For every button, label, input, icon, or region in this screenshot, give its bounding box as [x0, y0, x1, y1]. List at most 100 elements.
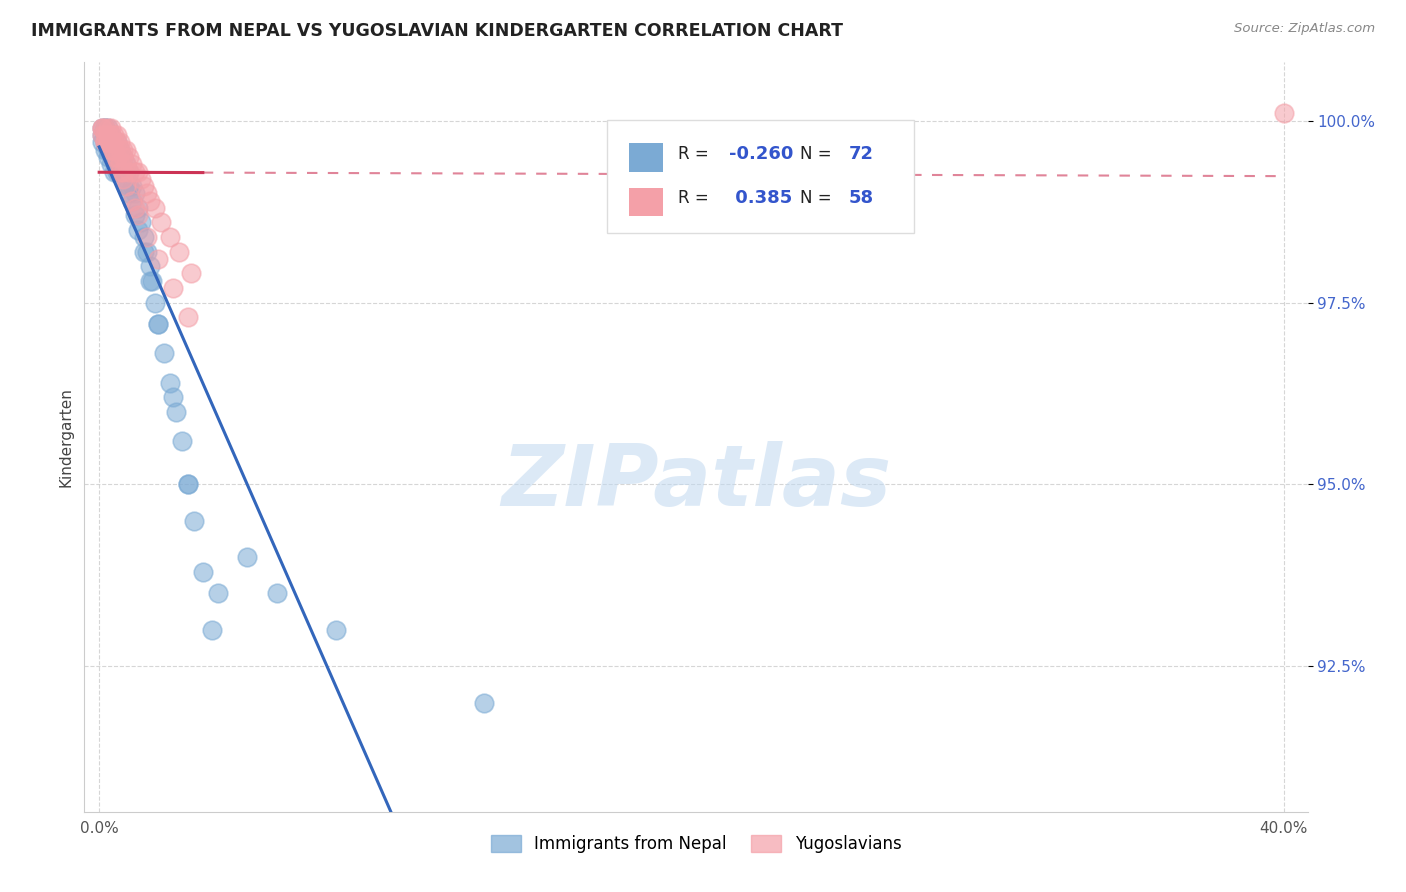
Point — [97, 120, 120, 135]
Point — [141, 274, 163, 288]
Text: 58: 58 — [849, 189, 875, 207]
Point — [103, 136, 125, 150]
Point — [236, 550, 259, 565]
Text: 0.385: 0.385 — [728, 189, 792, 207]
Point — [94, 120, 117, 135]
Point — [100, 136, 122, 150]
Point — [207, 586, 229, 600]
Point — [118, 150, 141, 164]
Text: R =: R = — [678, 189, 709, 207]
Point — [191, 565, 214, 579]
Point — [103, 150, 125, 164]
Y-axis label: Kindergarten: Kindergarten — [58, 387, 73, 487]
Point — [121, 157, 143, 171]
Point — [148, 252, 170, 266]
Bar — [628, 187, 664, 216]
Point — [105, 150, 128, 164]
Point — [94, 120, 117, 135]
Point — [183, 514, 205, 528]
Point — [132, 179, 155, 194]
Point — [111, 164, 134, 178]
Point — [97, 128, 120, 143]
Point — [118, 164, 141, 178]
Point — [124, 186, 146, 201]
Point — [100, 128, 122, 143]
Point — [651, 208, 673, 222]
Point — [111, 164, 134, 178]
Point — [162, 390, 184, 404]
Point — [97, 136, 120, 150]
Point — [105, 136, 128, 150]
Point — [172, 434, 194, 448]
Point — [94, 128, 117, 143]
Point — [127, 208, 149, 222]
Point — [108, 150, 131, 164]
Text: N =: N = — [800, 145, 831, 162]
Point — [103, 164, 125, 178]
Point — [114, 157, 136, 171]
Point — [177, 310, 200, 324]
Point — [108, 136, 131, 150]
Point — [118, 179, 141, 194]
Point — [105, 136, 128, 150]
Text: ZIPatlas: ZIPatlas — [501, 441, 891, 524]
Point — [94, 136, 117, 150]
Point — [127, 223, 149, 237]
Point — [103, 128, 125, 143]
Point — [91, 120, 114, 135]
Point — [180, 267, 202, 281]
Point — [97, 150, 120, 164]
Point — [97, 128, 120, 143]
Point — [150, 215, 173, 229]
Point — [114, 157, 136, 171]
Point — [94, 136, 117, 150]
Point — [100, 136, 122, 150]
Point — [162, 281, 184, 295]
Point — [97, 136, 120, 150]
Point — [108, 157, 131, 171]
Point — [148, 318, 170, 332]
Point — [124, 208, 146, 222]
Point — [94, 143, 117, 157]
Point — [121, 194, 143, 208]
Point — [111, 150, 134, 164]
Point — [472, 696, 495, 710]
Point — [100, 143, 122, 157]
Point — [118, 164, 141, 178]
Point — [127, 201, 149, 215]
Point — [91, 128, 114, 143]
Point — [159, 230, 181, 244]
Point — [132, 230, 155, 244]
Point — [103, 143, 125, 157]
Point — [114, 143, 136, 157]
Point — [124, 201, 146, 215]
Point — [103, 136, 125, 150]
Point — [121, 194, 143, 208]
Point — [100, 143, 122, 157]
Point — [135, 186, 157, 201]
Point — [121, 179, 143, 194]
Point — [159, 376, 181, 390]
Point — [118, 186, 141, 201]
Point — [97, 136, 120, 150]
Point — [91, 120, 114, 135]
Point — [145, 201, 167, 215]
Point — [114, 179, 136, 194]
Point — [111, 150, 134, 164]
Text: IMMIGRANTS FROM NEPAL VS YUGOSLAVIAN KINDERGARTEN CORRELATION CHART: IMMIGRANTS FROM NEPAL VS YUGOSLAVIAN KIN… — [31, 22, 844, 40]
Point — [135, 230, 157, 244]
Point — [105, 150, 128, 164]
Point — [165, 404, 187, 418]
Point — [97, 143, 120, 157]
Point — [325, 623, 347, 637]
Point — [153, 346, 176, 360]
Legend: Immigrants from Nepal, Yugoslavians: Immigrants from Nepal, Yugoslavians — [484, 828, 908, 860]
Point — [100, 128, 122, 143]
Text: N =: N = — [800, 189, 831, 207]
Point — [91, 120, 114, 135]
FancyBboxPatch shape — [606, 120, 914, 234]
Point — [105, 150, 128, 164]
Point — [94, 120, 117, 135]
Point — [129, 215, 152, 229]
Point — [94, 128, 117, 143]
